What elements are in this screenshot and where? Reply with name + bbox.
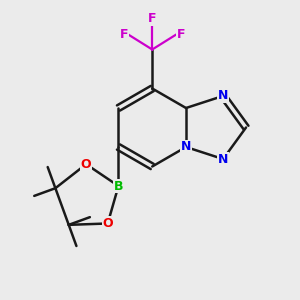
Text: F: F (148, 12, 157, 25)
Text: F: F (119, 28, 128, 41)
Text: N: N (218, 153, 228, 166)
Text: O: O (102, 217, 113, 230)
Text: B: B (114, 179, 123, 193)
Text: F: F (176, 28, 185, 41)
Text: O: O (81, 158, 92, 171)
Text: N: N (218, 89, 228, 102)
Text: N: N (181, 140, 191, 154)
